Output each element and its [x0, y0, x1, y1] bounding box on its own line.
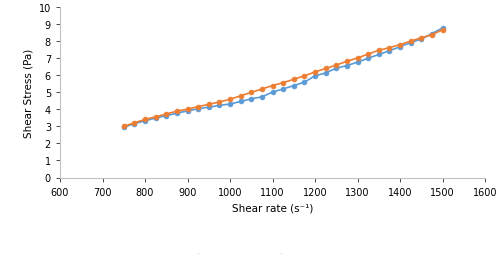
Legend: Control, Optimized: Control, Optimized — [182, 248, 362, 254]
Control — [152, 117, 158, 120]
Optimized — [333, 64, 339, 67]
Optimized — [259, 88, 265, 91]
X-axis label: Shear rate (s⁻¹): Shear rate (s⁻¹) — [232, 202, 313, 212]
Optimized — [291, 78, 297, 82]
Optimized — [376, 50, 382, 53]
Optimized — [429, 34, 435, 37]
Control — [163, 115, 169, 118]
Optimized — [216, 101, 222, 104]
Control — [376, 54, 382, 57]
Control — [408, 42, 414, 45]
Optimized — [322, 68, 328, 71]
Control — [344, 65, 350, 68]
Control — [354, 61, 360, 65]
Optimized — [418, 37, 424, 40]
Optimized — [238, 95, 244, 98]
Control — [418, 38, 424, 41]
Optimized — [344, 60, 350, 64]
Optimized — [184, 108, 190, 111]
Optimized — [248, 91, 254, 94]
Optimized — [386, 47, 392, 50]
Line: Control: Control — [122, 26, 445, 130]
Control — [440, 27, 446, 30]
Control — [270, 91, 276, 94]
Control — [238, 101, 244, 104]
Control — [195, 108, 201, 111]
Optimized — [270, 85, 276, 88]
Control — [174, 112, 180, 115]
Optimized — [174, 110, 180, 113]
Control — [291, 85, 297, 88]
Control — [386, 50, 392, 53]
Optimized — [280, 82, 286, 85]
Control — [365, 57, 371, 60]
Optimized — [354, 57, 360, 60]
Control — [227, 103, 233, 106]
Control — [184, 110, 190, 113]
Control — [280, 88, 286, 91]
Control — [302, 81, 308, 84]
Control — [132, 123, 138, 126]
Control — [429, 33, 435, 36]
Control — [142, 120, 148, 123]
Y-axis label: Shear Stress (Pa): Shear Stress (Pa) — [23, 48, 33, 137]
Optimized — [227, 98, 233, 101]
Control — [333, 67, 339, 70]
Control — [216, 104, 222, 107]
Control — [259, 96, 265, 99]
Optimized — [397, 44, 403, 47]
Optimized — [408, 40, 414, 43]
Control — [322, 72, 328, 75]
Line: Optimized: Optimized — [122, 28, 445, 129]
Control — [206, 106, 212, 109]
Optimized — [142, 118, 148, 121]
Control — [248, 98, 254, 101]
Control — [121, 126, 127, 129]
Optimized — [152, 116, 158, 119]
Optimized — [206, 103, 212, 106]
Control — [397, 46, 403, 49]
Control — [312, 75, 318, 78]
Optimized — [121, 125, 127, 128]
Optimized — [365, 53, 371, 56]
Optimized — [132, 122, 138, 125]
Optimized — [312, 71, 318, 74]
Optimized — [440, 29, 446, 32]
Optimized — [163, 113, 169, 116]
Optimized — [302, 75, 308, 78]
Optimized — [195, 106, 201, 109]
